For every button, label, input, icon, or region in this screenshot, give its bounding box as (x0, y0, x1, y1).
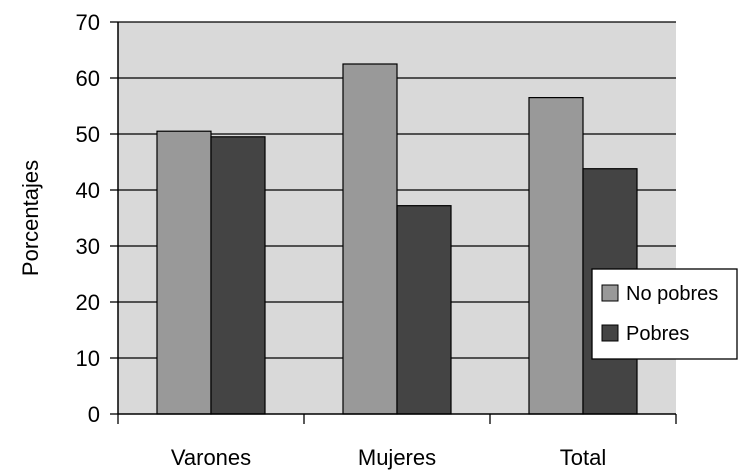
legend-swatch-no-pobres (601, 284, 619, 302)
bar-no-pobres-total (528, 96, 584, 415)
y-tick-label: 20 (76, 290, 100, 315)
legend-swatch-pobres (601, 324, 619, 342)
y-tick-label: 50 (76, 122, 100, 147)
y-tick-label: 70 (76, 10, 100, 35)
y-tick-label: 60 (76, 66, 100, 91)
y-tick-label: 40 (76, 178, 100, 203)
legend-box (591, 268, 738, 360)
category-label: Total (560, 445, 606, 470)
legend-label-pobres: Pobres (626, 323, 689, 345)
legend: No pobres Pobres (591, 268, 738, 360)
category-label: Varones (171, 445, 251, 470)
axes (110, 21, 677, 424)
bar-pobres-mujeres (396, 205, 452, 415)
y-tick-labels: 0 10 20 30 40 50 60 70 (76, 10, 100, 427)
bar-no-pobres-mujeres (342, 63, 398, 415)
bar-no-pobres-varones (156, 130, 212, 415)
y-axis-title: Porcentajes (18, 160, 43, 276)
y-tick-label: 30 (76, 234, 100, 259)
category-labels: Varones Mujeres Total (171, 445, 606, 470)
y-tick-label: 10 (76, 346, 100, 371)
y-tick-label: 0 (88, 402, 100, 427)
legend-label-no-pobres: No pobres (626, 283, 718, 305)
category-label: Mujeres (358, 445, 436, 470)
bar-pobres-varones (210, 136, 266, 415)
